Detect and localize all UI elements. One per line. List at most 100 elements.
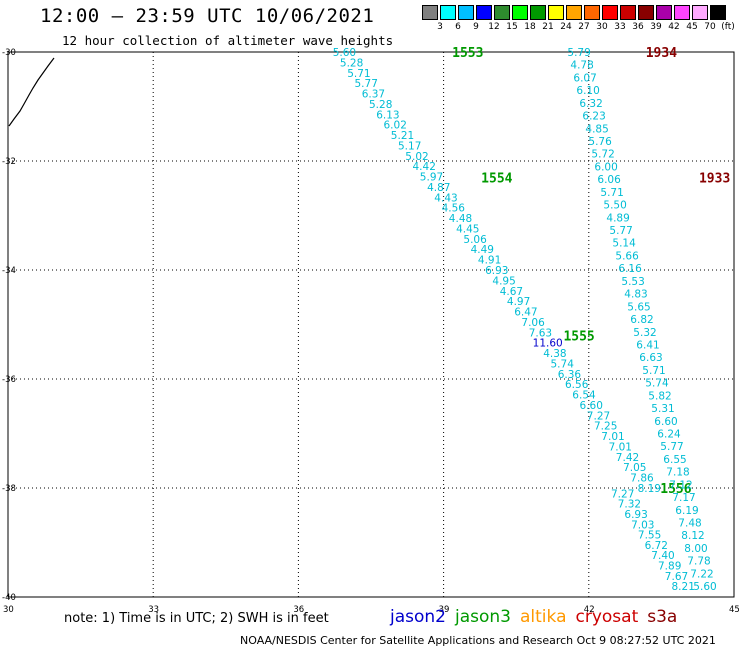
- wave-height-value: 5.53: [621, 276, 644, 288]
- wave-height-value: 8.12: [681, 530, 704, 542]
- wave-height-value: 5.60: [333, 47, 356, 59]
- wave-height-value: 6.63: [639, 352, 662, 364]
- lon-tick-label: 30: [3, 605, 14, 615]
- wave-height-value: 4.97: [507, 296, 530, 308]
- color-scale-swatch: [674, 5, 690, 20]
- wave-height-value: 8.19: [638, 483, 661, 495]
- wave-height-value: 5.74: [551, 358, 575, 370]
- wave-height-value: 7.01: [609, 442, 632, 454]
- wave-height-value: 5.02: [405, 151, 428, 163]
- wave-height-value: 7.17: [672, 492, 695, 504]
- pass-time-label: 1933: [699, 171, 730, 186]
- wave-height-value: 5.50: [603, 200, 626, 212]
- wave-height-value: 6.19: [675, 505, 698, 517]
- lon-tick-label: 36: [293, 605, 304, 615]
- wave-height-value: 6.93: [485, 265, 508, 277]
- wave-height-value: 7.55: [638, 530, 661, 542]
- wave-height-value: 6.93: [624, 509, 647, 521]
- wave-height-value: 6.47: [514, 307, 537, 319]
- color-scale-swatch: [422, 5, 438, 20]
- wave-height-value: 4.49: [471, 244, 494, 256]
- wave-height-value: 5.71: [347, 68, 370, 80]
- wave-height-value: 6.72: [645, 540, 668, 552]
- wave-height-value: 5.32: [633, 327, 656, 339]
- wave-height-value: 4.38: [543, 348, 566, 360]
- wave-height-value: 7.05: [623, 462, 646, 474]
- wave-height-value: 6.41: [636, 340, 659, 352]
- color-scale-tick: 36: [632, 22, 644, 32]
- color-scale-tick: 33: [614, 22, 626, 32]
- wave-height-value: 5.65: [627, 301, 650, 313]
- color-scale-swatch: [710, 5, 726, 20]
- wave-height-value: 6.36: [558, 369, 582, 381]
- lat-lon-grid: [8, 52, 734, 597]
- wave-height-value: 5.31: [651, 403, 674, 415]
- color-scale-tick: 42: [668, 22, 680, 32]
- wave-height-value: 6.00: [594, 161, 617, 173]
- satellite-legend-entry: jason2: [390, 607, 446, 627]
- lat-tick-label: -40: [2, 593, 16, 603]
- page-title: 12:00 – 23:59 UTC 10/06/2021: [40, 5, 375, 27]
- wave-height-value: 7.27: [587, 410, 610, 422]
- lon-tick-label: 42: [584, 605, 595, 615]
- credit-text: NOAA/NESDIS Center for Satellite Applica…: [240, 634, 716, 647]
- wave-height-value: 5.17: [398, 140, 421, 152]
- wave-height-value: 6.10: [576, 85, 599, 97]
- wave-height-value: 6.60: [654, 416, 677, 428]
- wave-height-value: 7.89: [658, 561, 681, 573]
- wave-height-value: 5.76: [588, 136, 612, 148]
- wave-height-value: 5.28: [340, 57, 363, 69]
- pass-time-label: 1555: [563, 329, 594, 344]
- wave-height-value: 7.48: [678, 518, 701, 530]
- color-scale-swatch: [440, 5, 456, 20]
- wave-height-value: 7.78: [687, 556, 710, 568]
- color-scale-swatch: [530, 5, 546, 20]
- wave-height-value: 7.67: [665, 571, 688, 583]
- wave-height-value: 5.28: [369, 99, 392, 111]
- color-scale-swatch: [656, 5, 672, 20]
- wave-height-value: 5.74: [645, 378, 669, 390]
- wave-height-value: 4.78: [570, 60, 593, 72]
- color-scale-swatch: [620, 5, 636, 20]
- color-scale-tick: 39: [650, 22, 662, 32]
- wave-height-value: 4.95: [492, 275, 515, 287]
- wave-height-value: 5.77: [355, 78, 378, 90]
- wave-height-value: 7.03: [631, 519, 654, 531]
- wave-height-value: 5.77: [609, 225, 632, 237]
- color-scale-tick: 21: [542, 22, 554, 32]
- plot-frame: [7, 51, 735, 598]
- wave-height-value: 6.54: [572, 390, 596, 402]
- color-scale-tick: 12: [488, 22, 500, 32]
- wave-height-value: 4.83: [624, 289, 647, 301]
- wave-height-value: 4.43: [434, 192, 457, 204]
- wave-height-value: 6.24: [657, 429, 681, 441]
- satellite-legend-entry: cryosat: [575, 607, 639, 627]
- coastline: [8, 57, 55, 127]
- wave-height-value: 6.32: [579, 98, 602, 110]
- wave-height-value: 6.02: [384, 120, 407, 132]
- axis-labels: -30 -32 -34 -36 -38 -40 30 33 36 39 42 45: [2, 48, 740, 615]
- wave-height-value: 4.45: [456, 224, 479, 236]
- wave-height-value: 5.21: [391, 130, 414, 142]
- color-scale-swatch: [494, 5, 510, 20]
- wave-height-value: 6.82: [630, 314, 653, 326]
- wave-height-value: 7.32: [618, 499, 641, 511]
- color-scale-tick: 27: [578, 22, 590, 32]
- pass-time-label: 1553: [452, 46, 483, 61]
- wave-height-value: 6.37: [362, 89, 385, 101]
- color-scale-tick: 15: [506, 22, 518, 32]
- note-text: note: 1) Time is in UTC; 2) SWH is in fe…: [64, 611, 329, 626]
- wave-height-value: 11.60: [533, 338, 563, 350]
- color-scale-swatch: [584, 5, 600, 20]
- pass-time-label: 1554: [481, 171, 512, 186]
- wave-height-value: 4.67: [500, 286, 523, 298]
- wave-height-value: 5.71: [600, 187, 623, 199]
- wave-height-value: 4.89: [606, 212, 629, 224]
- wave-height-value: 5.71: [642, 365, 665, 377]
- color-scale-tick: 6: [455, 22, 461, 32]
- wave-height-value: 4.42: [413, 161, 436, 173]
- color-scale-swatch: [512, 5, 528, 20]
- wave-height-value: 6.23: [582, 111, 605, 123]
- wave-height-value: 4.56: [442, 203, 466, 215]
